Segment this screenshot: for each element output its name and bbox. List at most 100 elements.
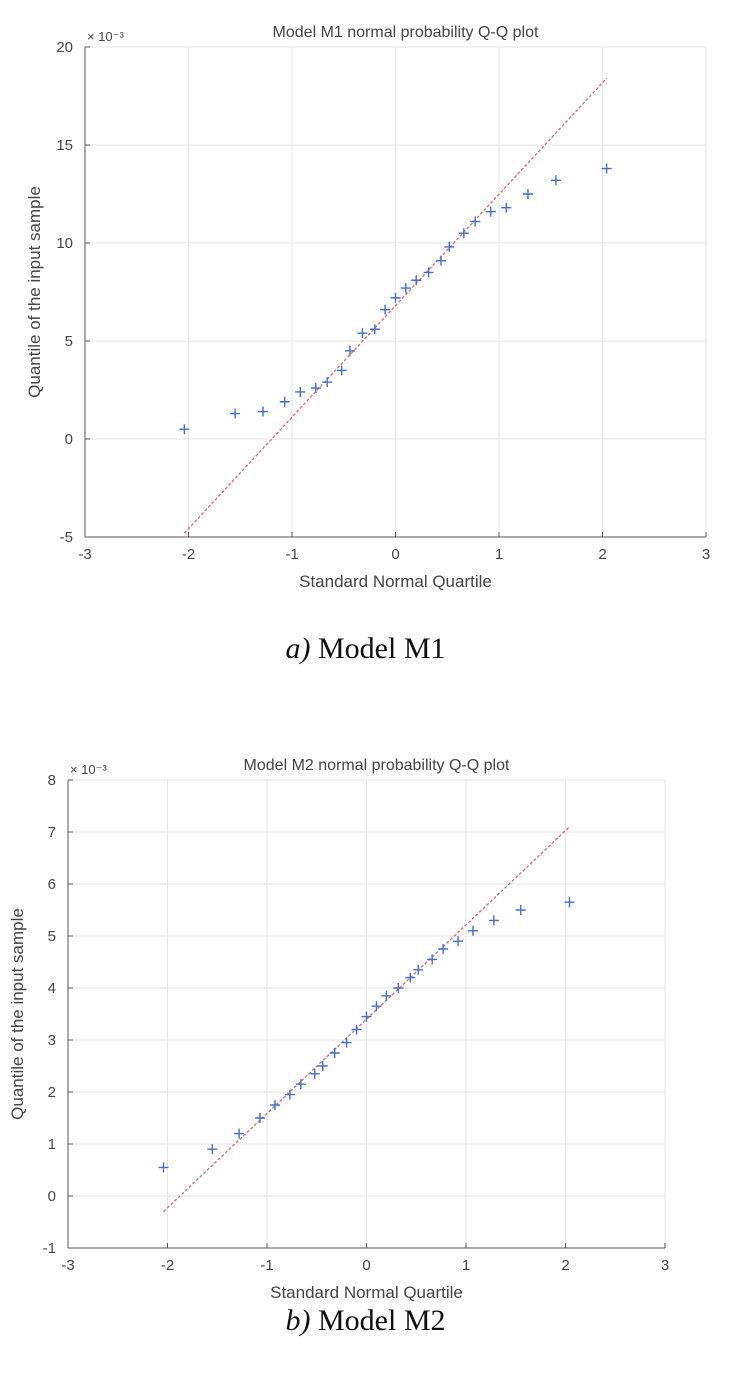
x-tick-label: 2 bbox=[561, 1257, 569, 1274]
data-point bbox=[369, 324, 380, 335]
data-point bbox=[405, 972, 416, 983]
y-tick-label: 10 bbox=[56, 235, 73, 252]
x-tick-label: -1 bbox=[285, 546, 298, 563]
caption-text: Model M1 bbox=[310, 632, 446, 665]
data-point bbox=[501, 202, 512, 213]
y-tick-label: 3 bbox=[48, 1032, 56, 1049]
chart-title: Model M1 normal probability Q-Q plot bbox=[273, 24, 539, 41]
chart-panel-m2: -3 -2 -1 0 1 2 3 -1 0 1 2 3 4 5 6 7 8 × 10⁻³ Model M2 norm… bbox=[0, 690, 731, 1378]
data-point bbox=[453, 936, 464, 947]
y-tick-label: -1 bbox=[43, 1240, 56, 1257]
y-tick-label: 5 bbox=[65, 333, 73, 350]
y-axis-label: Quantile of the input sample bbox=[8, 908, 27, 1120]
data-point bbox=[179, 424, 190, 435]
data-point bbox=[310, 383, 321, 394]
data-point bbox=[601, 163, 612, 174]
y-tick-label: 2 bbox=[48, 1084, 56, 1101]
x-tick-label: 3 bbox=[702, 546, 710, 563]
chart-panel-m1: -3 -2 -1 0 1 2 3 -5 0 5 10 15 20 × 10⁻³ Model M1 norma… bbox=[0, 24, 731, 666]
y-tick-label: 7 bbox=[48, 824, 56, 841]
y-tick-label: 0 bbox=[65, 431, 73, 448]
data-point bbox=[309, 1068, 320, 1079]
x-tick-label: -3 bbox=[78, 546, 91, 563]
y-tick-label: 8 bbox=[48, 772, 56, 789]
data-point bbox=[522, 189, 533, 199]
data-point bbox=[400, 283, 411, 294]
data-point bbox=[336, 365, 347, 376]
data-point bbox=[284, 1089, 295, 1100]
data-point bbox=[255, 1113, 266, 1123]
data-point bbox=[436, 255, 447, 266]
x-axis-label: Standard Normal Quartile bbox=[299, 572, 492, 591]
x-tick-label: 1 bbox=[462, 1257, 470, 1274]
data-point bbox=[467, 925, 478, 936]
y-tick-label: 5 bbox=[48, 928, 56, 945]
data-point bbox=[423, 267, 434, 278]
data-point bbox=[427, 954, 438, 965]
data-point bbox=[269, 1100, 280, 1110]
data-point bbox=[438, 944, 449, 954]
x-tick-label: 2 bbox=[598, 546, 606, 563]
data-point bbox=[380, 304, 391, 315]
data-point bbox=[444, 241, 455, 252]
data-point bbox=[158, 1162, 169, 1173]
x-tick-label: -2 bbox=[182, 546, 195, 563]
data-point bbox=[329, 1048, 340, 1058]
data-point bbox=[295, 1079, 306, 1090]
reference-line bbox=[183, 77, 608, 534]
caption-m1: a) Model M1 bbox=[0, 632, 731, 666]
x-tick-label: 1 bbox=[495, 546, 503, 563]
data-point bbox=[344, 345, 355, 356]
y-tick-label: 4 bbox=[48, 980, 56, 997]
data-point bbox=[357, 328, 368, 339]
caption-label: b) bbox=[285, 1304, 311, 1337]
reference-line bbox=[163, 826, 570, 1213]
qq-plot-m2: -3 -2 -1 0 1 2 3 -1 0 1 2 3 4 5 6 7 8 × 10⁻³ Model M2 norm… bbox=[8, 757, 669, 1302]
y-tick-label: 6 bbox=[48, 876, 56, 893]
caption-label: a) bbox=[285, 632, 311, 665]
data-point bbox=[381, 990, 392, 1001]
axis-exponent-label: × 10⁻³ bbox=[87, 29, 125, 44]
caption-m2: b) Model M2 bbox=[0, 1304, 731, 1338]
y-tick-label: -5 bbox=[60, 529, 73, 546]
y-tick-label: 15 bbox=[56, 137, 73, 154]
data-point bbox=[564, 897, 575, 908]
data-point bbox=[230, 408, 241, 419]
x-tick-label: -2 bbox=[161, 1257, 174, 1274]
data-point bbox=[351, 1024, 362, 1035]
data-point bbox=[258, 406, 269, 417]
data-point bbox=[341, 1037, 352, 1048]
data-point bbox=[485, 206, 496, 217]
y-tick-label: 0 bbox=[48, 1188, 56, 1205]
data-point bbox=[279, 396, 290, 407]
data-point bbox=[207, 1144, 218, 1155]
x-axis-label: Standard Normal Quartile bbox=[270, 1283, 463, 1302]
data-point bbox=[295, 386, 306, 397]
x-tick-label: 3 bbox=[661, 1257, 669, 1274]
y-tick-label: 20 bbox=[56, 39, 73, 56]
data-point bbox=[550, 175, 561, 186]
data-point bbox=[390, 292, 401, 303]
x-tick-label: 0 bbox=[391, 546, 399, 563]
data-point bbox=[458, 228, 469, 239]
data-point bbox=[488, 915, 499, 926]
x-tick-label: 0 bbox=[362, 1257, 370, 1274]
data-point bbox=[515, 905, 526, 915]
x-tick-label: -1 bbox=[260, 1257, 273, 1274]
y-tick-label: 1 bbox=[48, 1136, 56, 1153]
qq-plot-m1: -3 -2 -1 0 1 2 3 -5 0 5 10 15 20 × 10⁻³ Model M1 norma… bbox=[25, 24, 710, 591]
data-point bbox=[411, 275, 422, 286]
data-point bbox=[322, 377, 333, 388]
data-point bbox=[234, 1128, 245, 1139]
data-point bbox=[371, 1001, 382, 1012]
y-axis-label: Quantile of the input sample bbox=[25, 186, 44, 398]
data-point bbox=[361, 1011, 372, 1022]
data-point bbox=[393, 983, 404, 993]
data-point bbox=[470, 216, 481, 227]
data-point bbox=[317, 1061, 328, 1071]
caption-text: Model M2 bbox=[310, 1304, 446, 1337]
chart-title: Model M2 normal probability Q-Q plot bbox=[244, 757, 510, 774]
data-point bbox=[413, 964, 424, 975]
axis-exponent-label: × 10⁻³ bbox=[70, 762, 108, 777]
x-tick-label: -3 bbox=[61, 1257, 74, 1274]
